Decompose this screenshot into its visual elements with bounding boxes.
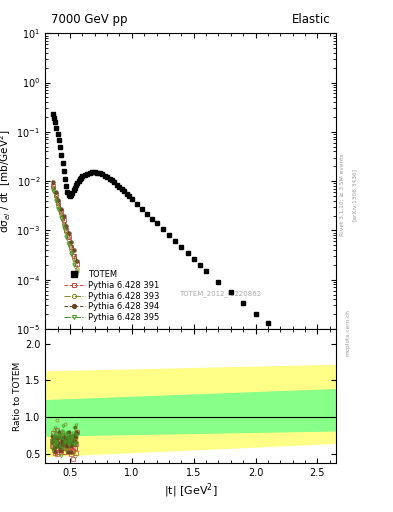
Legend: TOTEM, Pythia 6.428 391, Pythia 6.428 393, Pythia 6.428 394, Pythia 6.428 395: TOTEM, Pythia 6.428 391, Pythia 6.428 39…: [64, 270, 160, 322]
Text: [arXiv:1306.3436]: [arXiv:1306.3436]: [352, 168, 357, 221]
Y-axis label: Ratio to TOTEM: Ratio to TOTEM: [13, 361, 22, 431]
Y-axis label: dσ$_{el}$ / dt  [mb/GeV$^{2}$]: dσ$_{el}$ / dt [mb/GeV$^{2}$]: [0, 130, 13, 233]
Text: Rivet 3.1.10; ≥ 3.5M events: Rivet 3.1.10; ≥ 3.5M events: [340, 153, 345, 236]
Text: Elastic: Elastic: [292, 13, 330, 26]
X-axis label: |t| [GeV$^{2}$]: |t| [GeV$^{2}$]: [164, 481, 217, 500]
Text: TOTEM_2012_I1220862: TOTEM_2012_I1220862: [179, 290, 261, 297]
Text: 7000 GeV pp: 7000 GeV pp: [51, 13, 127, 26]
Text: mcplots.cern.ch: mcplots.cern.ch: [346, 309, 351, 356]
